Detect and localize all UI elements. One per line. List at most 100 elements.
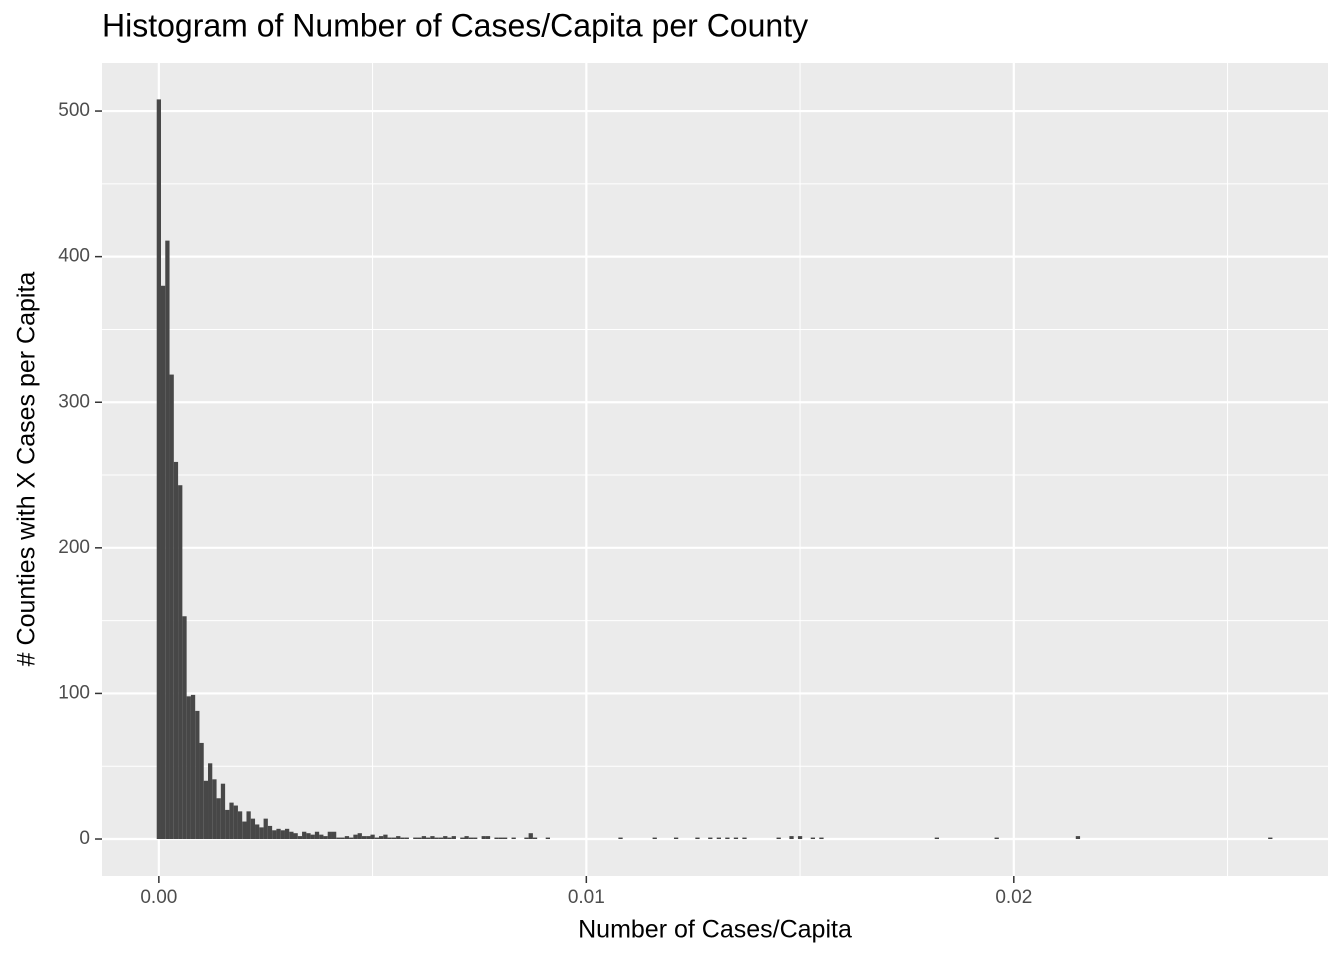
bar — [468, 837, 474, 840]
bar — [819, 837, 824, 840]
bar — [297, 836, 303, 840]
bar — [237, 811, 243, 840]
bar — [276, 828, 281, 840]
bar — [934, 837, 939, 840]
bar — [220, 783, 226, 840]
bar — [797, 836, 803, 840]
bar — [485, 836, 491, 840]
chart-title: Histogram of Number of Cases/Capita per … — [102, 7, 808, 43]
bar — [267, 825, 273, 840]
y-axis-title: # Counties with X Cases per Capita — [13, 272, 41, 667]
bar — [383, 834, 388, 840]
bar — [481, 836, 486, 840]
bar — [314, 831, 320, 840]
bar — [708, 837, 713, 840]
bar — [190, 694, 196, 840]
bar — [208, 763, 213, 840]
bar — [310, 834, 315, 840]
bar — [203, 780, 209, 840]
bar — [336, 837, 341, 840]
bar — [195, 710, 200, 840]
bar — [160, 285, 166, 840]
bar — [994, 837, 999, 840]
bar — [246, 811, 251, 840]
bar — [502, 837, 508, 840]
bar — [545, 837, 550, 840]
bar — [524, 837, 529, 840]
bar — [413, 837, 418, 840]
bar — [443, 836, 448, 840]
bar — [695, 837, 700, 840]
bar — [370, 834, 375, 840]
bar — [165, 240, 170, 840]
bar — [464, 836, 469, 840]
bar — [400, 837, 405, 840]
bar — [199, 742, 204, 840]
bar — [263, 818, 268, 840]
bar — [532, 837, 538, 840]
bar — [225, 809, 230, 840]
bar — [182, 616, 187, 840]
bar — [618, 837, 623, 840]
bar — [289, 831, 294, 840]
bar — [186, 696, 191, 840]
bar — [353, 834, 358, 840]
bar — [156, 99, 161, 840]
bar — [447, 837, 452, 840]
bar — [361, 836, 367, 840]
bar — [306, 833, 311, 840]
bar — [327, 831, 332, 840]
bar — [284, 828, 290, 840]
bar — [716, 837, 721, 840]
bar — [357, 833, 362, 840]
bar — [498, 837, 503, 840]
bar — [374, 837, 380, 840]
bar — [169, 374, 174, 840]
bar — [1268, 837, 1273, 840]
bar — [1075, 836, 1081, 840]
bar — [673, 837, 679, 840]
y-tick-label: 400 — [58, 246, 90, 267]
bar — [366, 836, 371, 840]
bar — [302, 831, 307, 840]
bar — [242, 821, 247, 840]
bar — [233, 805, 238, 840]
y-tick-label: 300 — [58, 391, 90, 412]
bar — [494, 837, 499, 840]
bar — [725, 837, 730, 840]
bar — [733, 837, 739, 840]
y-tick-label: 200 — [58, 537, 90, 558]
bar — [259, 827, 264, 840]
y-tick-label: 100 — [58, 682, 90, 703]
bar — [173, 461, 179, 840]
bar — [250, 818, 256, 840]
bar — [511, 837, 516, 840]
bar — [280, 830, 285, 840]
y-tick-label: 500 — [58, 100, 90, 121]
bar — [473, 837, 478, 840]
y-tick-label: 0 — [79, 828, 90, 849]
bar — [216, 798, 221, 840]
bar — [404, 837, 409, 840]
bar — [212, 779, 217, 840]
bar — [331, 831, 337, 840]
bar — [430, 836, 435, 840]
x-axis-title: Number of Cases/Capita — [578, 916, 852, 944]
bar — [379, 836, 384, 840]
bar — [255, 824, 260, 840]
bar — [438, 837, 444, 840]
bar — [293, 833, 298, 840]
panel — [102, 63, 1328, 876]
bar — [323, 836, 328, 840]
bar — [396, 836, 401, 840]
bar — [319, 834, 324, 840]
bar — [776, 837, 781, 840]
bar — [426, 837, 431, 840]
bar — [387, 837, 392, 840]
bar — [421, 836, 427, 840]
bar — [451, 836, 456, 840]
bar — [742, 837, 747, 840]
x-tick-label: 0.01 — [568, 887, 605, 908]
x-tick-label: 0.00 — [140, 887, 177, 908]
